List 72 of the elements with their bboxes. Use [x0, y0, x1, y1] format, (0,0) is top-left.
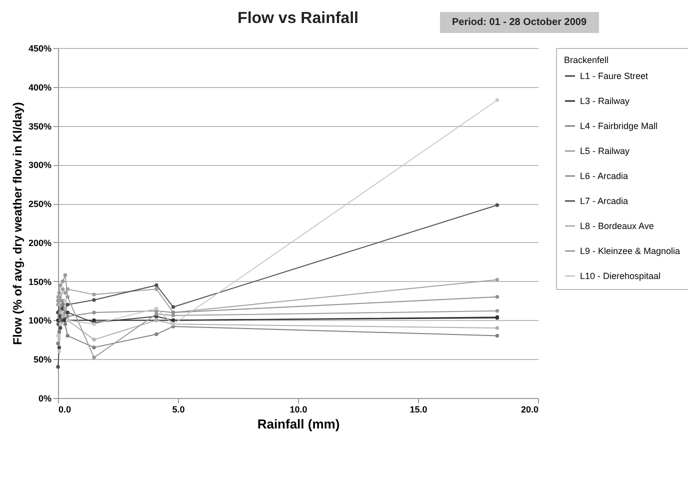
x-axis-title: Rainfall (mm) — [257, 416, 340, 432]
legend-label: L8 - Bordeaux Ave — [580, 221, 654, 231]
point — [495, 309, 500, 313]
point — [56, 365, 60, 369]
point — [56, 334, 60, 338]
point — [154, 287, 158, 291]
point — [171, 305, 176, 309]
point — [495, 334, 500, 338]
x-tick-label: 0.0 — [58, 404, 72, 414]
y-tick-label: 450% — [28, 44, 52, 54]
legend-label: L1 - Faure Street — [580, 71, 649, 81]
legend-title: Brackenfell — [564, 55, 609, 65]
y-tick-label: 150% — [28, 276, 52, 287]
y-axis-title: Flow (% of avg. dry weather flow in Kl/day) — [10, 102, 24, 345]
point — [495, 98, 500, 102]
point — [56, 342, 60, 346]
y-tick-label: 50% — [33, 354, 52, 365]
x-tick-label: 5.0 — [172, 404, 185, 414]
point — [60, 302, 65, 307]
point — [154, 312, 158, 316]
legend-label: L5 - Railway — [580, 146, 630, 156]
point — [60, 287, 65, 291]
point — [58, 326, 62, 330]
y-tick-label: 400% — [28, 82, 52, 92]
point — [92, 310, 96, 314]
legend-label: L10 - Dierehospitaal — [580, 271, 661, 281]
y-tick-label: 100% — [28, 316, 52, 326]
y-tick-label: 350% — [28, 121, 52, 132]
point — [63, 291, 68, 295]
point — [57, 346, 62, 350]
point — [92, 298, 96, 302]
point — [66, 302, 70, 307]
point — [92, 338, 96, 342]
chart-title: Flow vs Rainfall — [238, 10, 358, 27]
x-tick-label: 10.0 — [290, 404, 308, 414]
point — [66, 310, 70, 314]
point — [154, 332, 158, 336]
point — [92, 318, 96, 322]
point — [63, 298, 68, 303]
legend-label: L3 - Railway — [580, 96, 630, 106]
legend-label: L6 - Arcadia — [580, 171, 628, 181]
point — [58, 283, 62, 288]
text: Period: 01 - 28 October 2009 — [440, 12, 599, 33]
point — [66, 334, 70, 338]
point — [495, 203, 500, 207]
point — [92, 346, 96, 350]
point — [154, 306, 158, 310]
point — [63, 273, 68, 277]
point — [495, 295, 500, 299]
point — [495, 326, 500, 330]
point — [495, 278, 500, 282]
point — [57, 291, 62, 295]
legend-label: L9 - Kleinzee & Magnolia — [580, 246, 680, 256]
point — [171, 314, 176, 318]
y-tick-label: 0% — [38, 394, 52, 404]
legend-label: L4 - Fairbridge Mall — [580, 121, 658, 131]
point — [154, 283, 158, 288]
point — [66, 314, 70, 318]
y-tick-label: 300% — [28, 160, 52, 170]
point — [66, 295, 70, 299]
point — [92, 292, 96, 296]
x-tick-label: 15.0 — [410, 404, 428, 414]
point — [66, 287, 70, 291]
point — [92, 356, 96, 360]
x-tick-label: 20.0 — [520, 404, 538, 414]
point — [57, 349, 62, 354]
y-tick-label: 200% — [28, 238, 52, 248]
y-tick-label: 250% — [28, 199, 52, 210]
point — [63, 322, 68, 326]
legend-label: L7 - Arcadia — [580, 196, 628, 206]
point — [57, 330, 62, 334]
point — [60, 279, 65, 284]
